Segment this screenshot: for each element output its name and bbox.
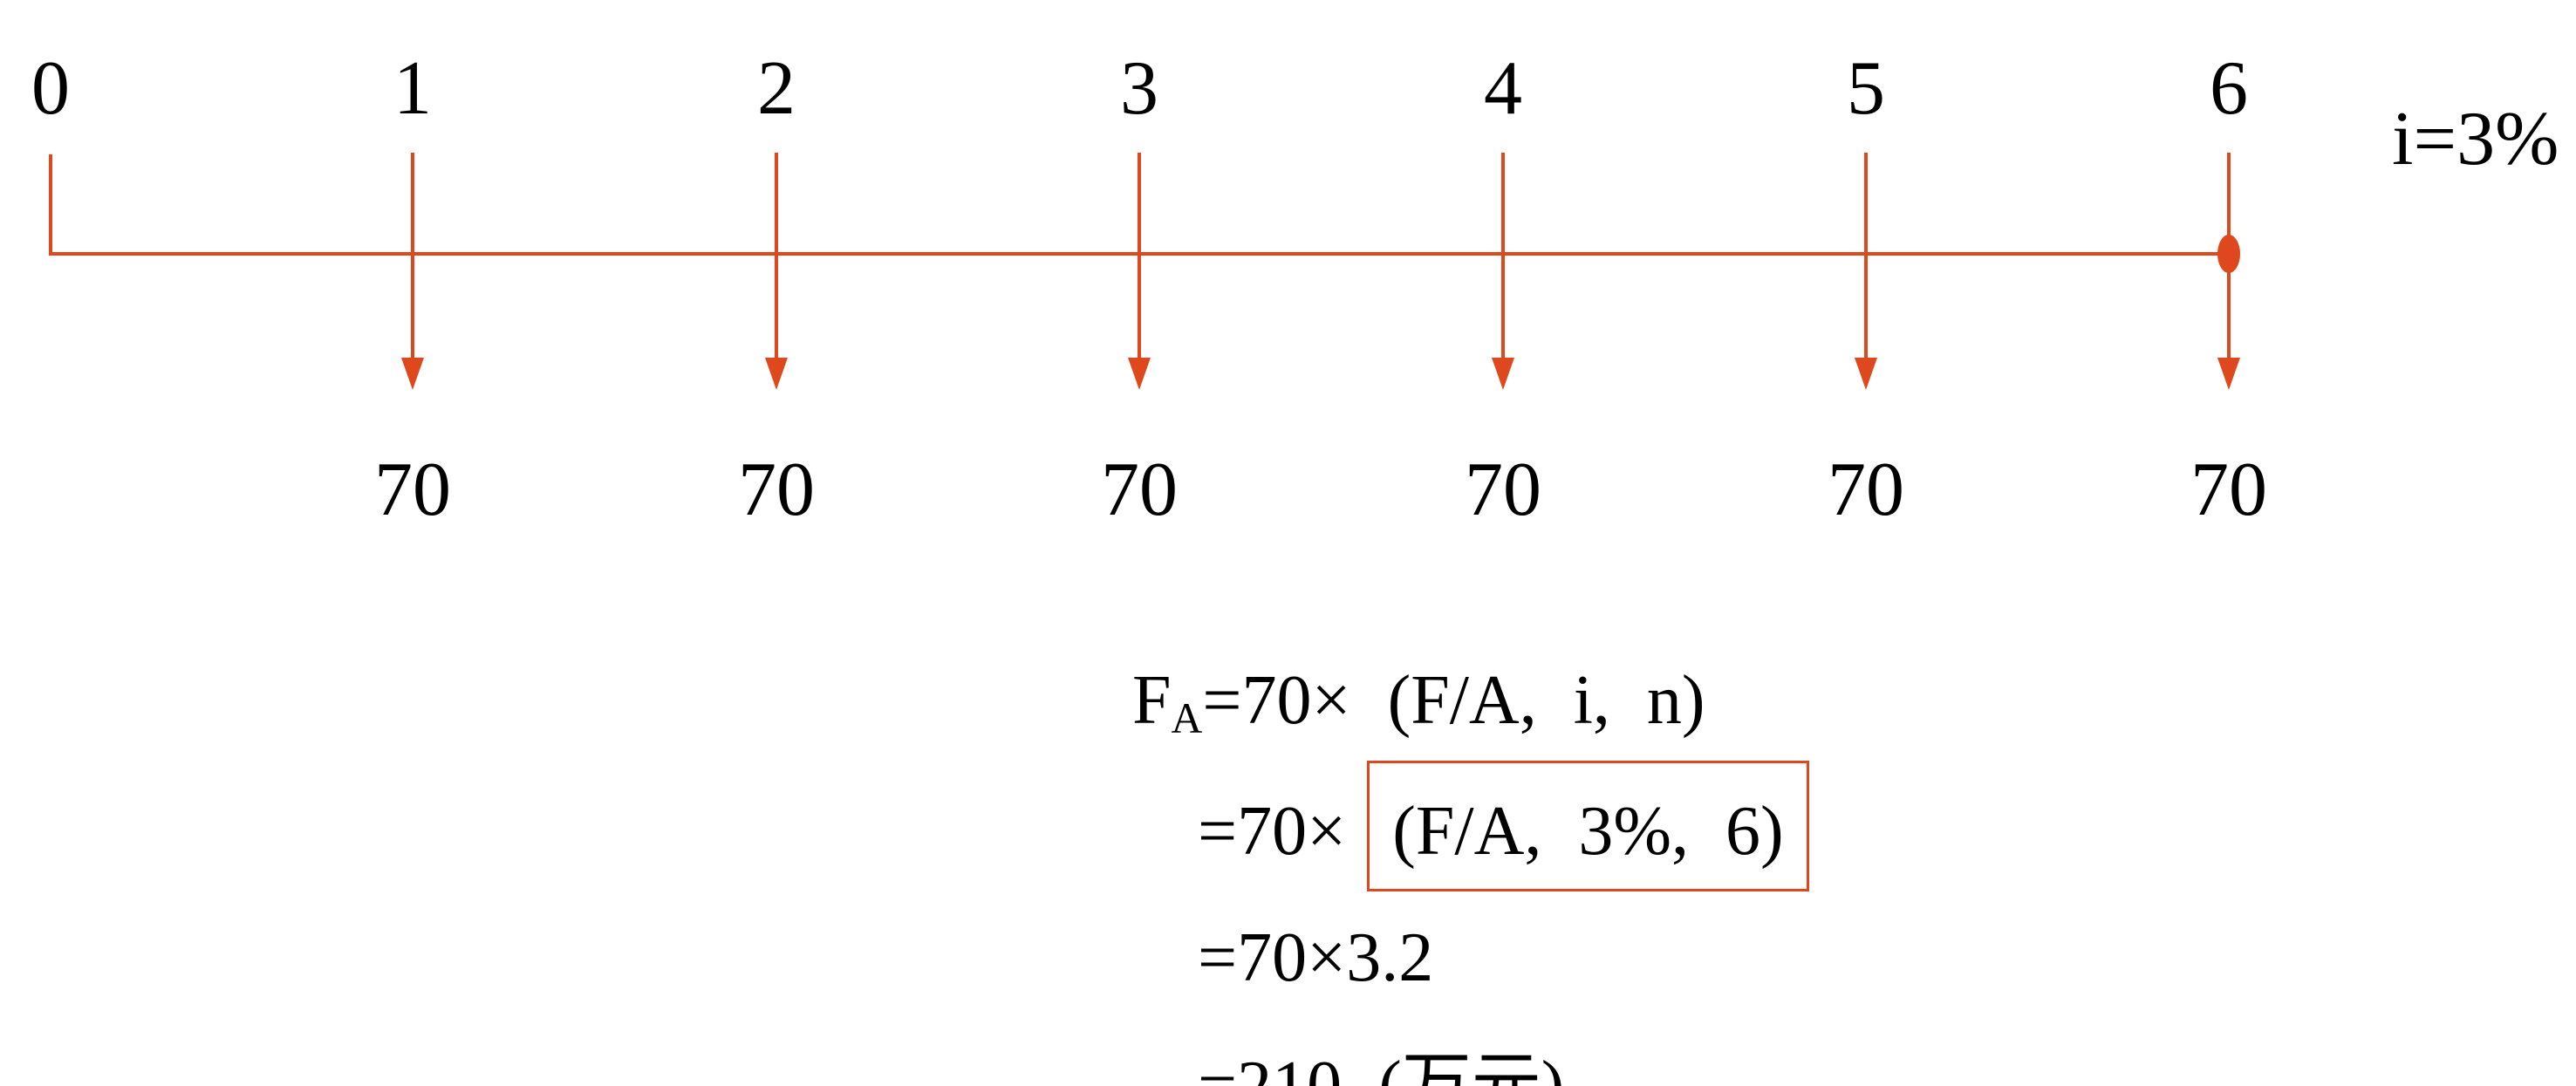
cash-flow-arrow-4 (1492, 153, 1514, 390)
arrowhead-icon (401, 358, 424, 390)
payment-label-2: 70 (738, 447, 815, 532)
payment-label-3: 70 (1101, 447, 1178, 532)
formula-subscript-A: A (1171, 693, 1203, 742)
formula-line-4: =210 (万元) (1051, 981, 1564, 1086)
formula-result: =210 (万元) (1198, 1048, 1565, 1086)
payment-label-4: 70 (1465, 447, 1541, 532)
highlighted-factor-box: (F/A, 3%, 6) (1367, 761, 1809, 891)
period-label-3: 3 (1120, 46, 1158, 131)
arrowhead-icon (1128, 358, 1151, 390)
arrowhead-icon (765, 358, 788, 390)
period-label-5: 5 (1847, 46, 1885, 131)
formula-line-1-expression: =70× (F/A, i, n) (1202, 662, 1705, 739)
arrowhead-icon (1855, 358, 1877, 390)
payment-label-5: 70 (1828, 447, 1904, 532)
axis-endpoint-dot (2217, 235, 2240, 273)
cash-flow-timeline: 0 1 2 3 4 5 6 70 70 70 70 70 70 i=3% (31, 46, 2559, 532)
cash-flow-arrow-3 (1128, 153, 1151, 390)
period-label-0: 0 (31, 46, 70, 131)
formula-symbol-F: F (1132, 662, 1172, 739)
cash-flow-arrow-5 (1855, 153, 1877, 390)
arrowhead-icon (1492, 358, 1514, 390)
formula-line-1: FA=70× (F/A, i, n) (986, 596, 1705, 805)
formula-line-3-expression: =70×3.2 (1198, 919, 1434, 996)
payment-label-1: 70 (374, 447, 451, 532)
period-label-4: 4 (1484, 46, 1522, 131)
period-label-6: 6 (2210, 46, 2248, 131)
arrowhead-icon (2217, 358, 2240, 390)
interest-rate-label: i=3% (2392, 97, 2559, 181)
period-label-1: 1 (393, 46, 432, 131)
cash-flow-arrow-1 (401, 153, 424, 390)
formula-line-2: =70× (F/A, 3%, 6) (1051, 727, 1809, 936)
period-label-2: 2 (757, 46, 796, 131)
formula-line-3: =70×3.2 (1051, 853, 1433, 1062)
cash-flow-arrow-2 (765, 153, 788, 390)
formula-line-2-prefix: =70× (1198, 793, 1347, 870)
payment-label-6: 70 (2190, 447, 2267, 532)
